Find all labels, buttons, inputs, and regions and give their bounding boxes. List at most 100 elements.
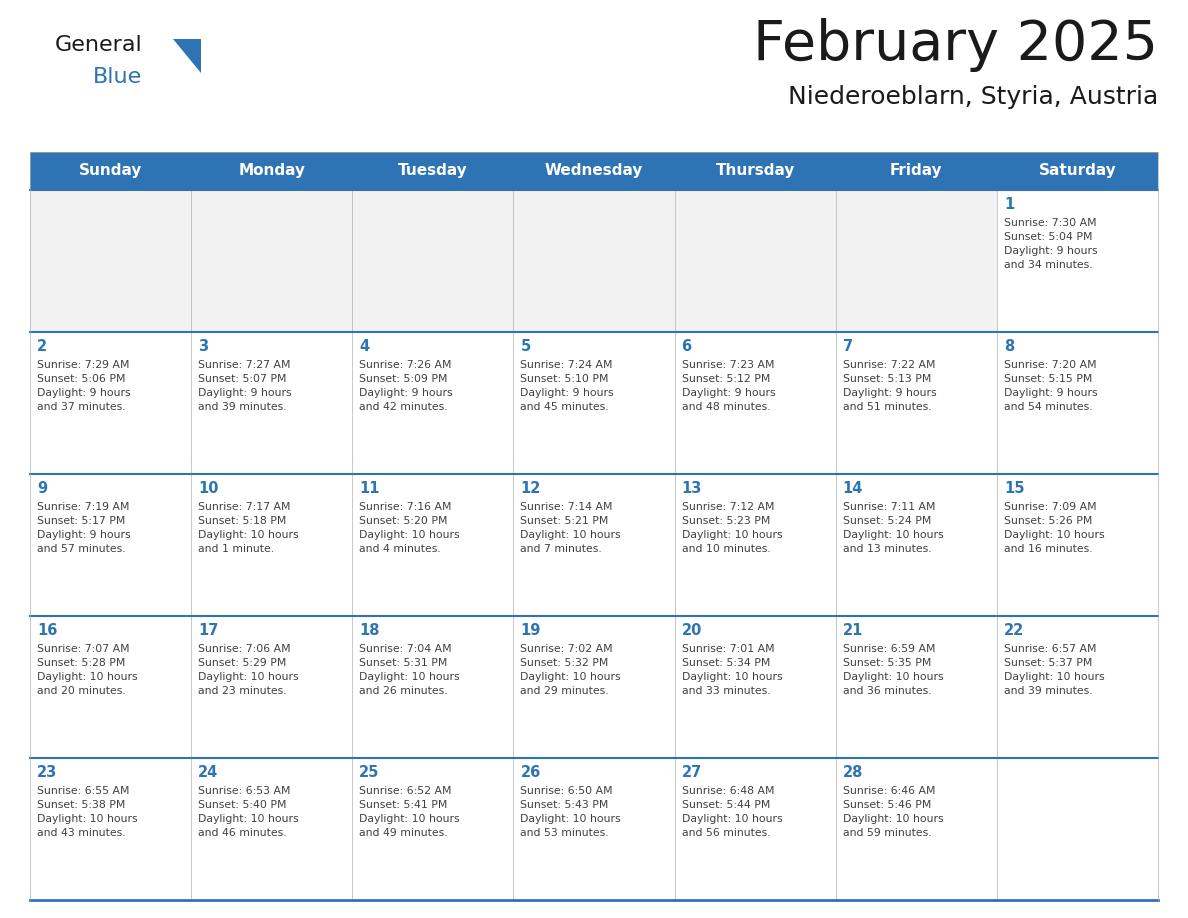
Text: Sunrise: 7:23 AM
Sunset: 5:12 PM
Daylight: 9 hours
and 48 minutes.: Sunrise: 7:23 AM Sunset: 5:12 PM Dayligh… — [682, 360, 776, 412]
Text: Sunrise: 7:01 AM
Sunset: 5:34 PM
Daylight: 10 hours
and 33 minutes.: Sunrise: 7:01 AM Sunset: 5:34 PM Dayligh… — [682, 644, 782, 696]
Text: Sunrise: 7:30 AM
Sunset: 5:04 PM
Daylight: 9 hours
and 34 minutes.: Sunrise: 7:30 AM Sunset: 5:04 PM Dayligh… — [1004, 218, 1098, 270]
Bar — [675, 758, 835, 900]
Text: 12: 12 — [520, 481, 541, 496]
Bar — [191, 190, 353, 332]
Text: Sunrise: 7:22 AM
Sunset: 5:13 PM
Daylight: 9 hours
and 51 minutes.: Sunrise: 7:22 AM Sunset: 5:13 PM Dayligh… — [842, 360, 936, 412]
Text: Sunrise: 7:16 AM
Sunset: 5:20 PM
Daylight: 10 hours
and 4 minutes.: Sunrise: 7:16 AM Sunset: 5:20 PM Dayligh… — [359, 502, 460, 554]
Text: Sunday: Sunday — [78, 163, 143, 178]
Bar — [513, 332, 675, 474]
Text: Sunrise: 7:29 AM
Sunset: 5:06 PM
Daylight: 9 hours
and 37 minutes.: Sunrise: 7:29 AM Sunset: 5:06 PM Dayligh… — [37, 360, 131, 412]
Text: 4: 4 — [359, 339, 369, 354]
Bar — [191, 758, 353, 900]
Text: Sunrise: 7:12 AM
Sunset: 5:23 PM
Daylight: 10 hours
and 10 minutes.: Sunrise: 7:12 AM Sunset: 5:23 PM Dayligh… — [682, 502, 782, 554]
Bar — [30, 616, 191, 758]
Bar — [513, 758, 675, 900]
Text: Sunrise: 7:24 AM
Sunset: 5:10 PM
Daylight: 9 hours
and 45 minutes.: Sunrise: 7:24 AM Sunset: 5:10 PM Dayligh… — [520, 360, 614, 412]
Text: February 2025: February 2025 — [753, 18, 1158, 72]
Text: 21: 21 — [842, 623, 864, 638]
Text: 8: 8 — [1004, 339, 1015, 354]
Bar — [835, 474, 997, 616]
Bar — [997, 332, 1158, 474]
Text: 3: 3 — [198, 339, 208, 354]
Bar — [997, 474, 1158, 616]
Text: Sunrise: 6:53 AM
Sunset: 5:40 PM
Daylight: 10 hours
and 46 minutes.: Sunrise: 6:53 AM Sunset: 5:40 PM Dayligh… — [198, 786, 298, 838]
Text: 23: 23 — [37, 765, 57, 780]
Text: 27: 27 — [682, 765, 702, 780]
Text: Thursday: Thursday — [715, 163, 795, 178]
Text: Sunrise: 6:57 AM
Sunset: 5:37 PM
Daylight: 10 hours
and 39 minutes.: Sunrise: 6:57 AM Sunset: 5:37 PM Dayligh… — [1004, 644, 1105, 696]
Text: Sunrise: 6:59 AM
Sunset: 5:35 PM
Daylight: 10 hours
and 36 minutes.: Sunrise: 6:59 AM Sunset: 5:35 PM Dayligh… — [842, 644, 943, 696]
Text: Blue: Blue — [93, 67, 143, 87]
Bar — [835, 190, 997, 332]
Bar — [191, 332, 353, 474]
Text: Sunrise: 6:50 AM
Sunset: 5:43 PM
Daylight: 10 hours
and 53 minutes.: Sunrise: 6:50 AM Sunset: 5:43 PM Dayligh… — [520, 786, 621, 838]
Text: Sunrise: 7:19 AM
Sunset: 5:17 PM
Daylight: 9 hours
and 57 minutes.: Sunrise: 7:19 AM Sunset: 5:17 PM Dayligh… — [37, 502, 131, 554]
Text: Sunrise: 7:27 AM
Sunset: 5:07 PM
Daylight: 9 hours
and 39 minutes.: Sunrise: 7:27 AM Sunset: 5:07 PM Dayligh… — [198, 360, 292, 412]
Text: 24: 24 — [198, 765, 219, 780]
Text: 20: 20 — [682, 623, 702, 638]
Text: 26: 26 — [520, 765, 541, 780]
Bar — [997, 616, 1158, 758]
Text: Sunrise: 7:09 AM
Sunset: 5:26 PM
Daylight: 10 hours
and 16 minutes.: Sunrise: 7:09 AM Sunset: 5:26 PM Dayligh… — [1004, 502, 1105, 554]
Bar — [353, 332, 513, 474]
Bar — [353, 758, 513, 900]
Text: Wednesday: Wednesday — [545, 163, 643, 178]
Bar — [30, 190, 191, 332]
Bar — [675, 190, 835, 332]
Text: Sunrise: 7:17 AM
Sunset: 5:18 PM
Daylight: 10 hours
and 1 minute.: Sunrise: 7:17 AM Sunset: 5:18 PM Dayligh… — [198, 502, 298, 554]
Text: 18: 18 — [359, 623, 380, 638]
Bar — [675, 332, 835, 474]
Text: Sunrise: 7:04 AM
Sunset: 5:31 PM
Daylight: 10 hours
and 26 minutes.: Sunrise: 7:04 AM Sunset: 5:31 PM Dayligh… — [359, 644, 460, 696]
Text: Sunrise: 7:06 AM
Sunset: 5:29 PM
Daylight: 10 hours
and 23 minutes.: Sunrise: 7:06 AM Sunset: 5:29 PM Dayligh… — [198, 644, 298, 696]
Bar — [675, 616, 835, 758]
Text: Saturday: Saturday — [1038, 163, 1117, 178]
Bar — [30, 152, 1158, 190]
Text: Tuesday: Tuesday — [398, 163, 468, 178]
Text: Friday: Friday — [890, 163, 942, 178]
Text: Sunrise: 6:48 AM
Sunset: 5:44 PM
Daylight: 10 hours
and 56 minutes.: Sunrise: 6:48 AM Sunset: 5:44 PM Dayligh… — [682, 786, 782, 838]
Bar — [191, 616, 353, 758]
Text: 28: 28 — [842, 765, 864, 780]
Bar — [353, 474, 513, 616]
Text: Sunrise: 7:07 AM
Sunset: 5:28 PM
Daylight: 10 hours
and 20 minutes.: Sunrise: 7:07 AM Sunset: 5:28 PM Dayligh… — [37, 644, 138, 696]
Text: 5: 5 — [520, 339, 531, 354]
Text: Sunrise: 7:14 AM
Sunset: 5:21 PM
Daylight: 10 hours
and 7 minutes.: Sunrise: 7:14 AM Sunset: 5:21 PM Dayligh… — [520, 502, 621, 554]
Text: 25: 25 — [359, 765, 380, 780]
Text: Sunrise: 7:11 AM
Sunset: 5:24 PM
Daylight: 10 hours
and 13 minutes.: Sunrise: 7:11 AM Sunset: 5:24 PM Dayligh… — [842, 502, 943, 554]
Bar — [30, 332, 191, 474]
Text: 9: 9 — [37, 481, 48, 496]
Polygon shape — [173, 39, 201, 73]
Bar — [997, 190, 1158, 332]
Bar — [191, 474, 353, 616]
Bar — [997, 758, 1158, 900]
Text: 10: 10 — [198, 481, 219, 496]
Text: General: General — [55, 35, 143, 55]
Text: Sunrise: 6:52 AM
Sunset: 5:41 PM
Daylight: 10 hours
and 49 minutes.: Sunrise: 6:52 AM Sunset: 5:41 PM Dayligh… — [359, 786, 460, 838]
Text: Niederoeblarn, Styria, Austria: Niederoeblarn, Styria, Austria — [788, 85, 1158, 109]
Text: 15: 15 — [1004, 481, 1024, 496]
Bar — [675, 474, 835, 616]
Text: 7: 7 — [842, 339, 853, 354]
Text: 17: 17 — [198, 623, 219, 638]
Text: Sunrise: 6:55 AM
Sunset: 5:38 PM
Daylight: 10 hours
and 43 minutes.: Sunrise: 6:55 AM Sunset: 5:38 PM Dayligh… — [37, 786, 138, 838]
Text: Monday: Monday — [239, 163, 305, 178]
Text: 11: 11 — [359, 481, 380, 496]
Bar — [835, 758, 997, 900]
Text: Sunrise: 7:20 AM
Sunset: 5:15 PM
Daylight: 9 hours
and 54 minutes.: Sunrise: 7:20 AM Sunset: 5:15 PM Dayligh… — [1004, 360, 1098, 412]
Text: Sunrise: 7:02 AM
Sunset: 5:32 PM
Daylight: 10 hours
and 29 minutes.: Sunrise: 7:02 AM Sunset: 5:32 PM Dayligh… — [520, 644, 621, 696]
Bar — [30, 474, 191, 616]
Text: 2: 2 — [37, 339, 48, 354]
Bar — [513, 190, 675, 332]
Bar — [30, 758, 191, 900]
Text: Sunrise: 7:26 AM
Sunset: 5:09 PM
Daylight: 9 hours
and 42 minutes.: Sunrise: 7:26 AM Sunset: 5:09 PM Dayligh… — [359, 360, 453, 412]
Bar — [835, 616, 997, 758]
Text: 6: 6 — [682, 339, 691, 354]
Text: 19: 19 — [520, 623, 541, 638]
Text: 22: 22 — [1004, 623, 1024, 638]
Bar — [353, 616, 513, 758]
Bar — [835, 332, 997, 474]
Bar — [353, 190, 513, 332]
Text: 1: 1 — [1004, 197, 1015, 212]
Text: 14: 14 — [842, 481, 864, 496]
Bar — [513, 616, 675, 758]
